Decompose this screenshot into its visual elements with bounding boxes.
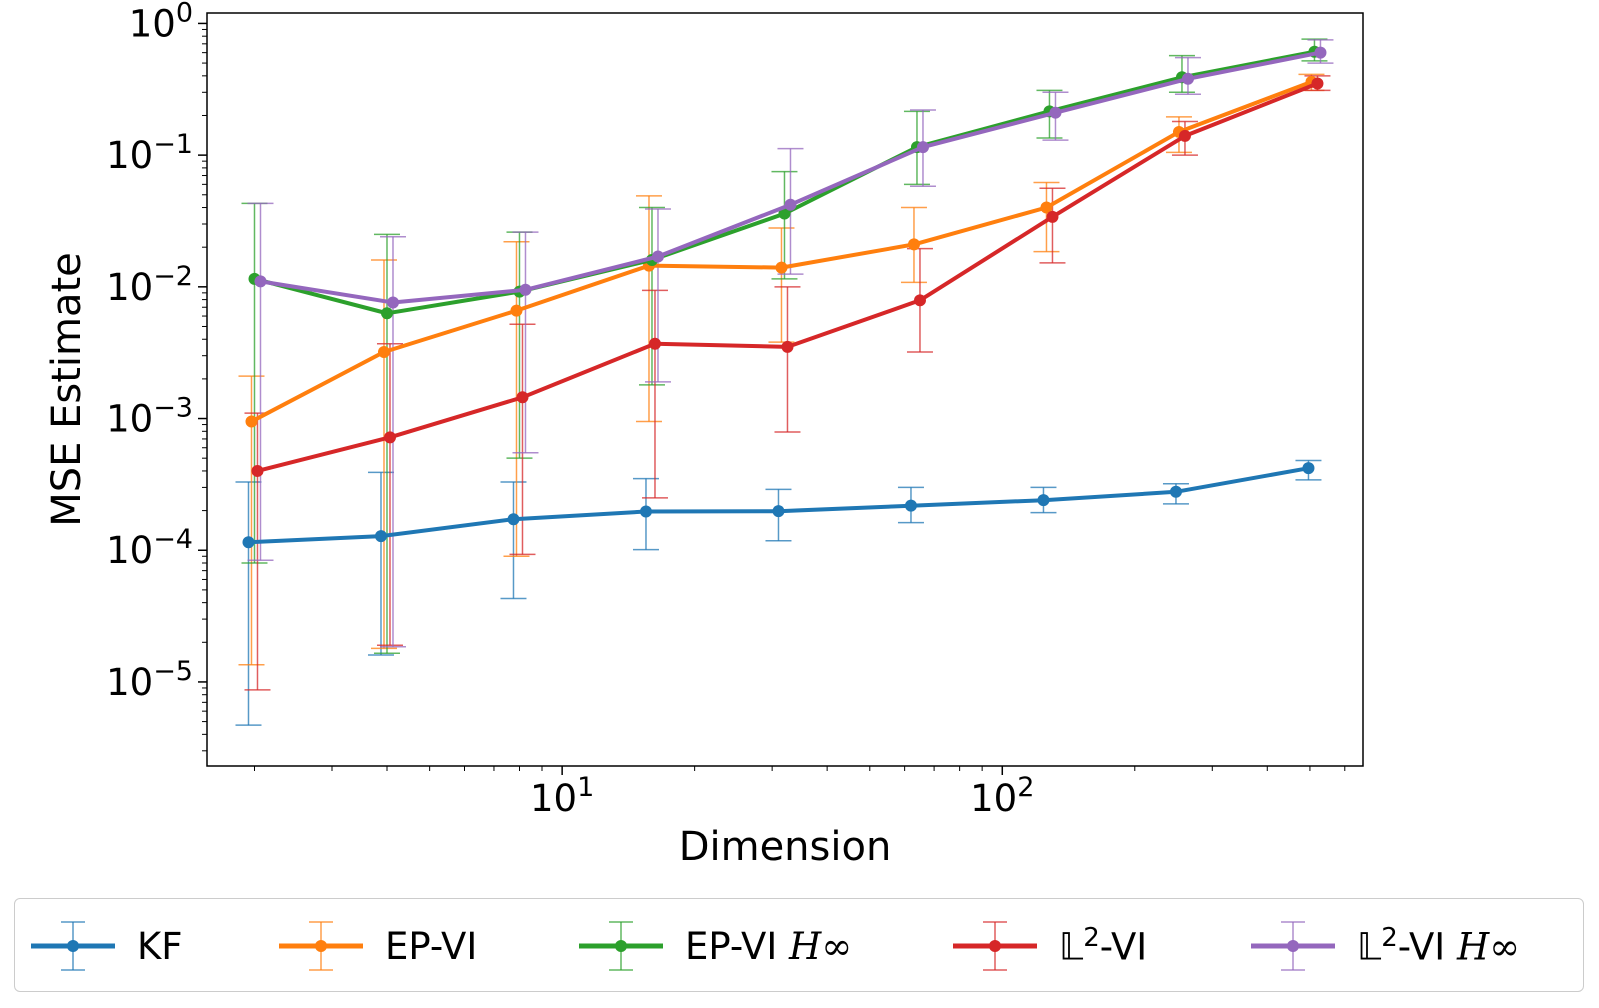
y-tick-label: 10−3: [106, 393, 193, 441]
legend-marker: [315, 940, 327, 952]
data-point: [651, 250, 664, 263]
y-tick-label: 100: [129, 0, 193, 45]
legend-marker: [1287, 940, 1299, 952]
data-point: [1178, 129, 1191, 142]
data-point: [374, 530, 387, 543]
data-point: [1040, 201, 1053, 214]
data-point: [254, 275, 267, 288]
legend-label: 𝕃2-VI: [1059, 923, 1148, 969]
y-tick-label: 10−2: [106, 261, 193, 309]
data-point: [507, 513, 520, 526]
x-tick-label: 101: [530, 772, 594, 820]
data-point: [242, 536, 255, 549]
legend-label: EP-VI H∞: [685, 924, 853, 968]
data-point: [516, 391, 529, 404]
data-point: [648, 337, 661, 350]
legend-marker: [989, 940, 1001, 952]
data-point: [383, 431, 396, 444]
data-point: [1311, 77, 1324, 90]
data-point: [1302, 462, 1315, 475]
plot-frame: [206, 12, 1364, 767]
legend-handle: [1251, 921, 1335, 971]
series-group: [235, 38, 1334, 726]
legend-marker: [67, 940, 79, 952]
data-point: [245, 415, 258, 428]
legend-item: 𝕃2-VI: [951, 899, 1147, 993]
data-point: [377, 346, 390, 359]
data-point: [380, 307, 393, 320]
data-point: [772, 505, 785, 518]
y-tick-label: 10−5: [106, 656, 193, 704]
data-point: [386, 296, 399, 309]
legend-item: KF: [29, 899, 183, 993]
legend: KF EP-VI EP-VI H∞ 𝕃2-VI 𝕃2-VI H∞: [14, 898, 1584, 992]
data-point: [1314, 46, 1327, 59]
legend-handle: [579, 921, 663, 971]
data-point: [913, 294, 926, 307]
y-tick-label: 10−1: [106, 129, 193, 177]
data-point: [904, 499, 917, 512]
data-point: [778, 207, 791, 220]
data-point: [907, 238, 920, 251]
legend-item: EP-VI H∞: [577, 899, 852, 993]
legend-item: 𝕃2-VI H∞: [1249, 899, 1520, 993]
legend-handle: [279, 921, 363, 971]
data-point: [1037, 494, 1050, 507]
data-point: [781, 340, 794, 353]
data-point: [1181, 72, 1194, 85]
legend-label: KF: [137, 924, 183, 968]
data-point: [510, 304, 523, 317]
legend-marker: [615, 940, 627, 952]
data-point: [639, 505, 652, 518]
y-tick-label: 10−4: [106, 524, 193, 572]
legend-handle: [953, 921, 1037, 971]
data-point: [251, 464, 264, 477]
legend-label: 𝕃2-VI H∞: [1357, 923, 1521, 969]
data-point: [784, 198, 797, 211]
x-axis-label: Dimension: [679, 824, 892, 870]
data-point: [1046, 210, 1059, 223]
legend-label: EP-VI: [385, 924, 478, 968]
legend-handle: [31, 921, 115, 971]
data-point: [519, 283, 532, 296]
data-point: [1049, 106, 1062, 119]
legend-item: EP-VI: [277, 899, 477, 993]
data-point: [916, 141, 929, 154]
x-tick-label: 102: [970, 772, 1034, 820]
y-axis-label: MSE Estimate: [44, 252, 90, 527]
data-point: [1169, 485, 1182, 498]
data-point: [775, 261, 788, 274]
